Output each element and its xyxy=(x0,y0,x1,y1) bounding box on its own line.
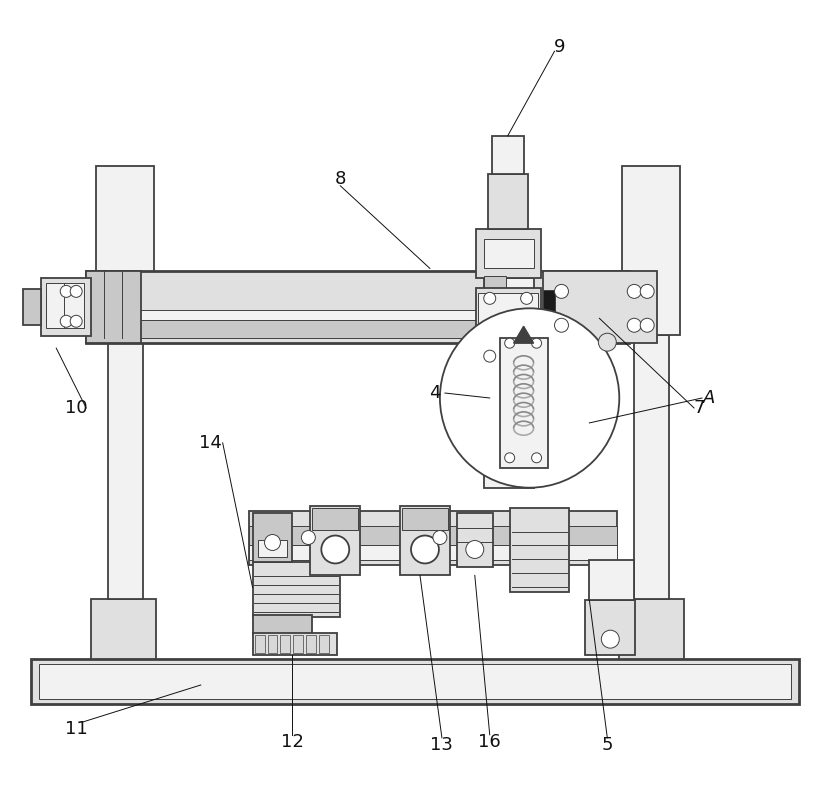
Bar xyxy=(585,600,634,655)
Bar xyxy=(477,294,537,354)
Bar xyxy=(253,633,337,655)
Bar xyxy=(475,288,540,368)
Bar xyxy=(248,511,617,566)
Bar xyxy=(319,635,329,653)
Circle shape xyxy=(627,318,640,332)
Text: 14: 14 xyxy=(199,434,222,452)
Circle shape xyxy=(600,630,619,648)
Text: 10: 10 xyxy=(65,399,88,417)
Bar xyxy=(619,599,683,659)
Bar xyxy=(484,239,533,268)
Bar xyxy=(499,338,546,468)
Text: 5: 5 xyxy=(601,736,613,754)
Bar xyxy=(258,539,287,558)
Bar xyxy=(491,136,523,174)
Bar xyxy=(484,276,505,290)
Text: 13: 13 xyxy=(430,736,453,754)
Circle shape xyxy=(639,284,653,298)
Bar xyxy=(23,290,41,326)
Circle shape xyxy=(432,531,446,544)
Circle shape xyxy=(520,350,532,362)
Circle shape xyxy=(554,318,568,332)
Circle shape xyxy=(484,350,495,362)
Text: 8: 8 xyxy=(335,170,345,188)
Circle shape xyxy=(264,535,280,551)
Bar xyxy=(253,563,339,617)
Text: A: A xyxy=(702,389,715,407)
Bar xyxy=(280,635,290,653)
Circle shape xyxy=(70,286,82,298)
Polygon shape xyxy=(513,326,533,343)
Bar xyxy=(310,506,359,575)
Circle shape xyxy=(531,338,541,348)
Text: 7: 7 xyxy=(692,399,704,417)
Bar xyxy=(622,166,679,335)
Circle shape xyxy=(60,286,72,298)
Bar xyxy=(509,508,569,592)
Bar xyxy=(253,512,292,563)
Circle shape xyxy=(321,535,349,563)
Circle shape xyxy=(504,452,514,463)
Bar xyxy=(633,335,668,599)
Bar xyxy=(542,290,554,330)
Circle shape xyxy=(301,531,315,544)
Bar xyxy=(456,512,492,567)
Bar xyxy=(46,283,84,328)
Bar xyxy=(86,320,628,338)
Bar xyxy=(41,279,91,336)
Bar xyxy=(589,560,633,600)
Bar xyxy=(293,635,303,653)
Circle shape xyxy=(598,334,615,351)
Circle shape xyxy=(520,292,532,304)
Bar xyxy=(306,635,316,653)
Bar xyxy=(248,526,617,546)
Text: 9: 9 xyxy=(553,38,565,56)
Bar xyxy=(254,635,264,653)
Circle shape xyxy=(70,315,82,327)
Bar xyxy=(312,508,358,530)
Bar xyxy=(86,271,628,343)
Bar xyxy=(96,166,154,335)
Bar xyxy=(108,335,142,599)
Circle shape xyxy=(411,535,438,563)
Circle shape xyxy=(554,284,568,298)
Bar xyxy=(542,271,657,343)
Text: 16: 16 xyxy=(478,733,500,751)
Bar xyxy=(248,546,617,560)
Bar xyxy=(31,659,797,704)
Bar xyxy=(91,599,156,659)
Text: 12: 12 xyxy=(281,733,304,751)
Bar xyxy=(475,228,540,279)
Bar xyxy=(267,635,277,653)
Bar xyxy=(253,615,312,635)
Bar xyxy=(487,174,527,228)
Circle shape xyxy=(465,540,484,559)
Circle shape xyxy=(440,308,619,488)
Bar xyxy=(484,279,533,488)
Bar xyxy=(475,366,503,378)
Bar xyxy=(39,664,790,699)
Circle shape xyxy=(60,315,72,327)
Bar xyxy=(86,310,628,320)
Text: 4: 4 xyxy=(429,384,440,402)
Circle shape xyxy=(531,452,541,463)
Bar xyxy=(402,508,447,530)
Circle shape xyxy=(639,318,653,332)
Text: 11: 11 xyxy=(65,720,88,738)
Bar xyxy=(400,506,450,575)
Circle shape xyxy=(484,292,495,304)
Circle shape xyxy=(627,284,640,298)
Bar xyxy=(86,271,141,343)
Circle shape xyxy=(504,338,514,348)
